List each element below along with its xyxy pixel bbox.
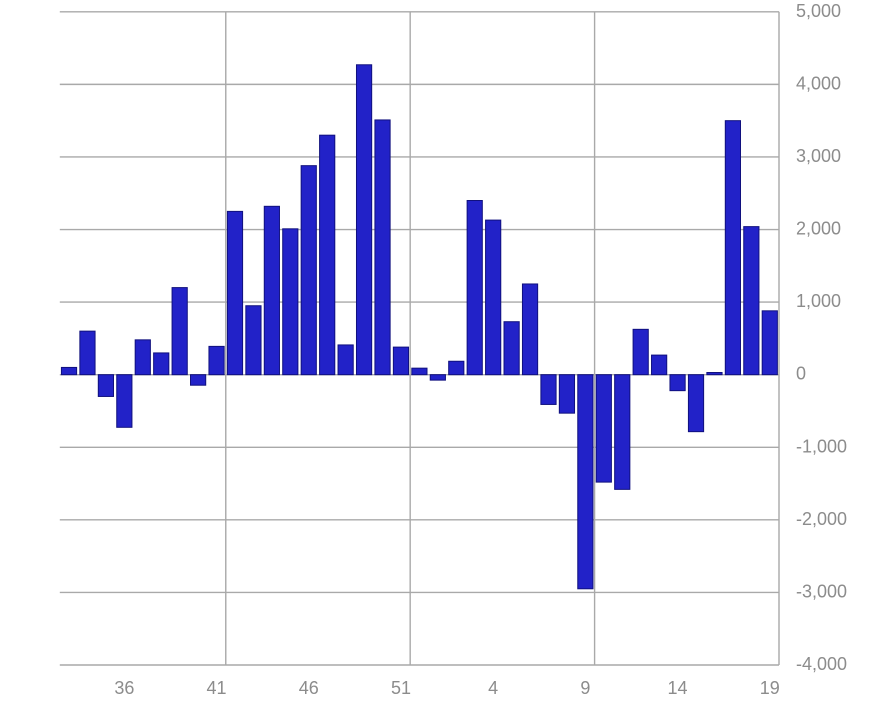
svg-text:19: 19 — [760, 678, 780, 698]
svg-text:4,000: 4,000 — [796, 73, 841, 93]
svg-text:2,000: 2,000 — [796, 219, 841, 239]
svg-text:4: 4 — [488, 678, 498, 698]
svg-text:9: 9 — [580, 678, 590, 698]
svg-text:-1,000: -1,000 — [796, 436, 847, 456]
svg-text:-4,000: -4,000 — [796, 654, 847, 674]
svg-text:-2,000: -2,000 — [796, 509, 847, 529]
svg-text:1,000: 1,000 — [796, 291, 841, 311]
svg-text:0: 0 — [796, 364, 806, 384]
svg-text:46: 46 — [299, 678, 319, 698]
svg-text:-3,000: -3,000 — [796, 581, 847, 601]
svg-text:3,000: 3,000 — [796, 146, 841, 166]
svg-text:41: 41 — [207, 678, 227, 698]
svg-text:36: 36 — [114, 678, 134, 698]
svg-text:51: 51 — [391, 678, 411, 698]
svg-text:5,000: 5,000 — [796, 1, 841, 21]
svg-text:14: 14 — [668, 678, 688, 698]
